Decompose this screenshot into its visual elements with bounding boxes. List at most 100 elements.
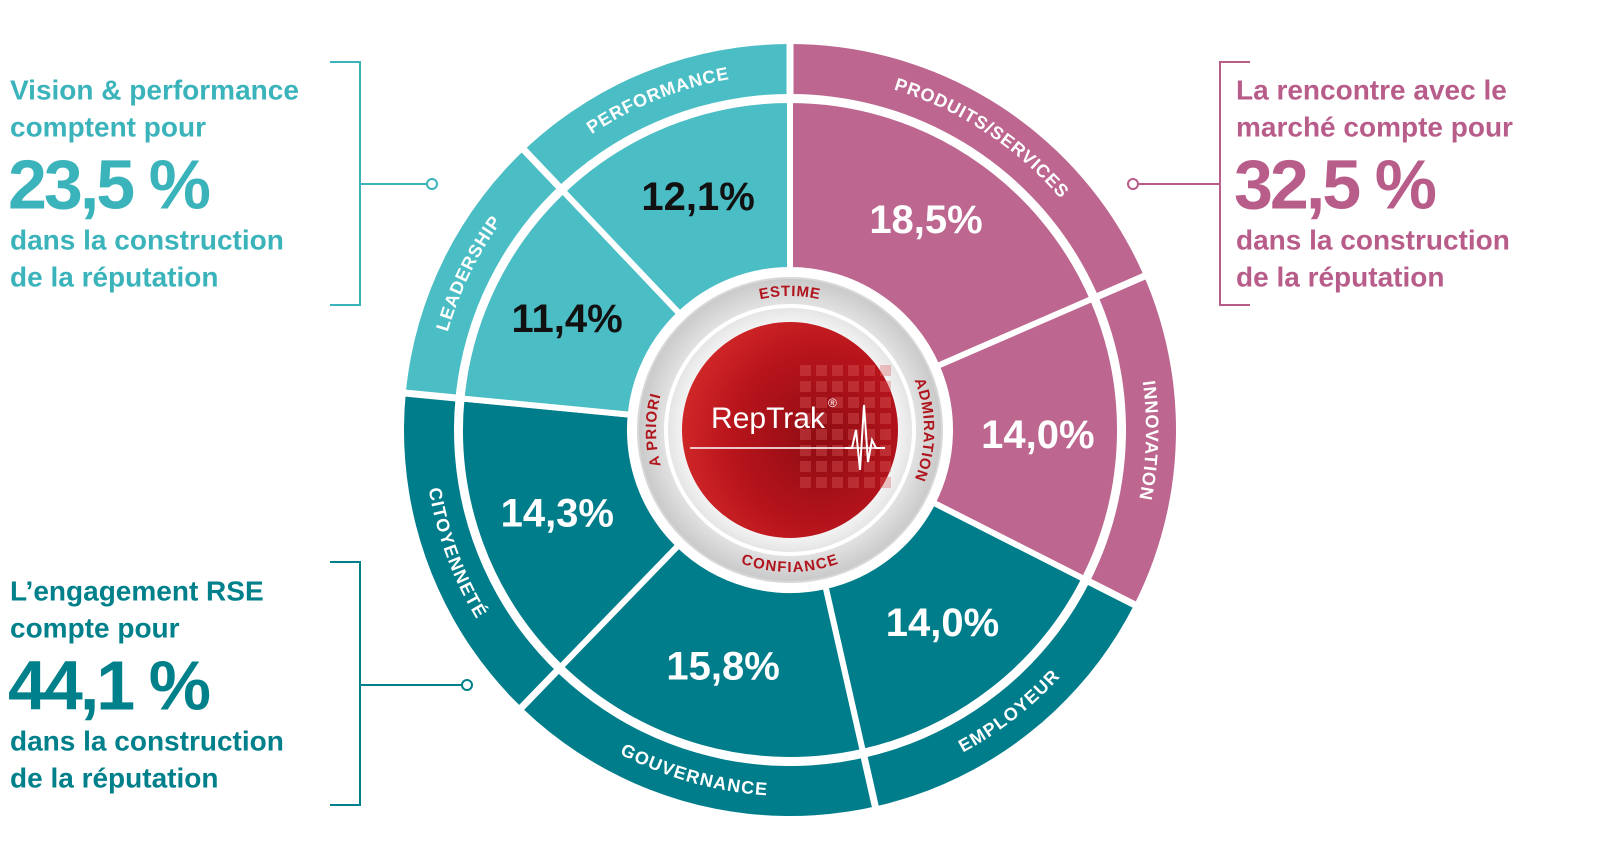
pattern-square — [880, 381, 891, 392]
pattern-square — [800, 381, 811, 392]
pulse — [845, 404, 885, 471]
pattern-square — [880, 397, 891, 408]
group-text: La rencontre avec le — [1236, 74, 1507, 105]
segment-value-label: 12,1% — [641, 175, 754, 219]
group-text: de la réputation — [10, 261, 218, 292]
pattern-square — [880, 461, 891, 472]
separator — [859, 751, 880, 812]
group-text: marché compte pour — [1236, 111, 1513, 142]
group-value-label: 23,5 % — [8, 145, 210, 223]
group-ring — [790, 43, 1176, 605]
brand-mark: ® — [828, 396, 837, 410]
segment — [556, 540, 867, 763]
group-text: dans la construction — [10, 224, 284, 255]
connector-dot — [461, 679, 473, 691]
pattern-square — [832, 365, 843, 376]
segment-value-label: 15,8% — [666, 644, 779, 688]
pattern-square — [832, 397, 843, 408]
group-text: comptent pour — [10, 111, 206, 142]
pattern-square — [880, 477, 891, 488]
bracket — [330, 561, 361, 806]
group-value-label: 32,5 % — [1234, 145, 1436, 223]
center-label: ESTIME — [758, 283, 822, 303]
pattern-square — [816, 365, 827, 376]
group-text: L’engagement RSE — [10, 575, 264, 606]
segment — [457, 395, 683, 672]
segment — [821, 498, 1089, 756]
pattern-square — [800, 413, 811, 424]
pattern-square — [832, 413, 843, 424]
pattern-square — [848, 445, 859, 456]
pattern-square — [800, 429, 811, 440]
pattern-square — [800, 365, 811, 376]
segment — [458, 186, 685, 418]
segment — [928, 294, 1123, 584]
pattern-square — [880, 365, 891, 376]
group-text: dans la construction — [10, 725, 284, 756]
pattern-square — [816, 381, 827, 392]
pattern-square — [800, 477, 811, 488]
center-red — [682, 322, 898, 538]
pattern-square — [832, 429, 843, 440]
separator — [1091, 271, 1150, 302]
center-label: A PRIORI — [643, 391, 665, 469]
connector-dot — [426, 178, 438, 190]
pattern-square — [880, 429, 891, 440]
pattern-square — [864, 477, 875, 488]
segment — [558, 96, 793, 319]
pattern-square — [816, 445, 827, 456]
pattern-square — [816, 397, 827, 408]
pattern-square — [848, 397, 859, 408]
pattern-square — [880, 445, 891, 456]
pattern-square — [864, 365, 875, 376]
group-ring — [405, 44, 790, 398]
pattern-square — [816, 477, 827, 488]
center-label: ESTIME — [758, 283, 823, 303]
group-text: Vision & performance — [10, 74, 299, 105]
group-text: de la réputation — [1236, 261, 1444, 292]
separator — [401, 389, 462, 402]
pattern-square — [832, 381, 843, 392]
segment-value-label: 18,5% — [869, 198, 982, 242]
segment-value-label: 14,3% — [501, 491, 614, 535]
segment-value-label: 14,0% — [981, 413, 1094, 457]
pattern-square — [800, 397, 811, 408]
pattern-square — [848, 477, 859, 488]
separator — [1082, 576, 1140, 610]
pattern-square — [848, 381, 859, 392]
pattern-square — [848, 365, 859, 376]
pattern-square — [848, 461, 859, 472]
bracket — [330, 61, 361, 306]
pattern-square — [832, 477, 843, 488]
brand: RepTrak — [711, 402, 826, 435]
pattern-square — [864, 413, 875, 424]
separator — [518, 144, 566, 194]
center-label: A PRIORI — [643, 391, 664, 469]
separator — [516, 664, 564, 713]
group-value-label: 44,1 % — [8, 646, 210, 724]
pattern-square — [816, 413, 827, 424]
pattern-square — [832, 445, 843, 456]
pattern-square — [832, 461, 843, 472]
group-text: compte pour — [10, 612, 180, 643]
connector-dot — [1127, 178, 1139, 190]
chart: 18,5%PRODUITS/SERVICES14,0%INNOVATION14,… — [8, 38, 1513, 822]
group-text: dans la construction — [1236, 224, 1510, 255]
group-ring — [404, 393, 1135, 816]
center-inner-ring — [664, 304, 916, 556]
pattern-square — [864, 381, 875, 392]
pattern-square — [800, 461, 811, 472]
segment-value-label: 11,4% — [511, 297, 622, 341]
segment-value-label: 14,0% — [886, 601, 999, 645]
pattern-square — [864, 461, 875, 472]
pattern-square — [880, 413, 891, 424]
pattern-square — [864, 397, 875, 408]
pattern-square — [816, 461, 827, 472]
group-text: de la réputation — [10, 762, 218, 793]
pattern-square — [848, 413, 859, 424]
pattern-square — [816, 429, 827, 440]
pattern-square — [848, 429, 859, 440]
segment — [787, 96, 1097, 371]
pattern-square — [800, 445, 811, 456]
